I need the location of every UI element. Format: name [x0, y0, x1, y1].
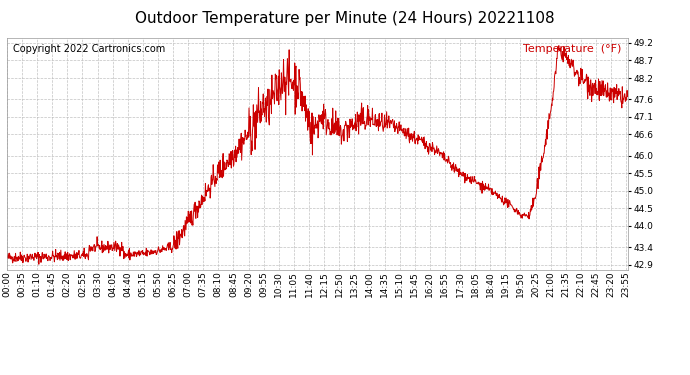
Text: Temperature  (°F): Temperature (°F) [523, 45, 622, 54]
Text: Copyright 2022 Cartronics.com: Copyright 2022 Cartronics.com [13, 45, 166, 54]
Text: Outdoor Temperature per Minute (24 Hours) 20221108: Outdoor Temperature per Minute (24 Hours… [135, 11, 555, 26]
